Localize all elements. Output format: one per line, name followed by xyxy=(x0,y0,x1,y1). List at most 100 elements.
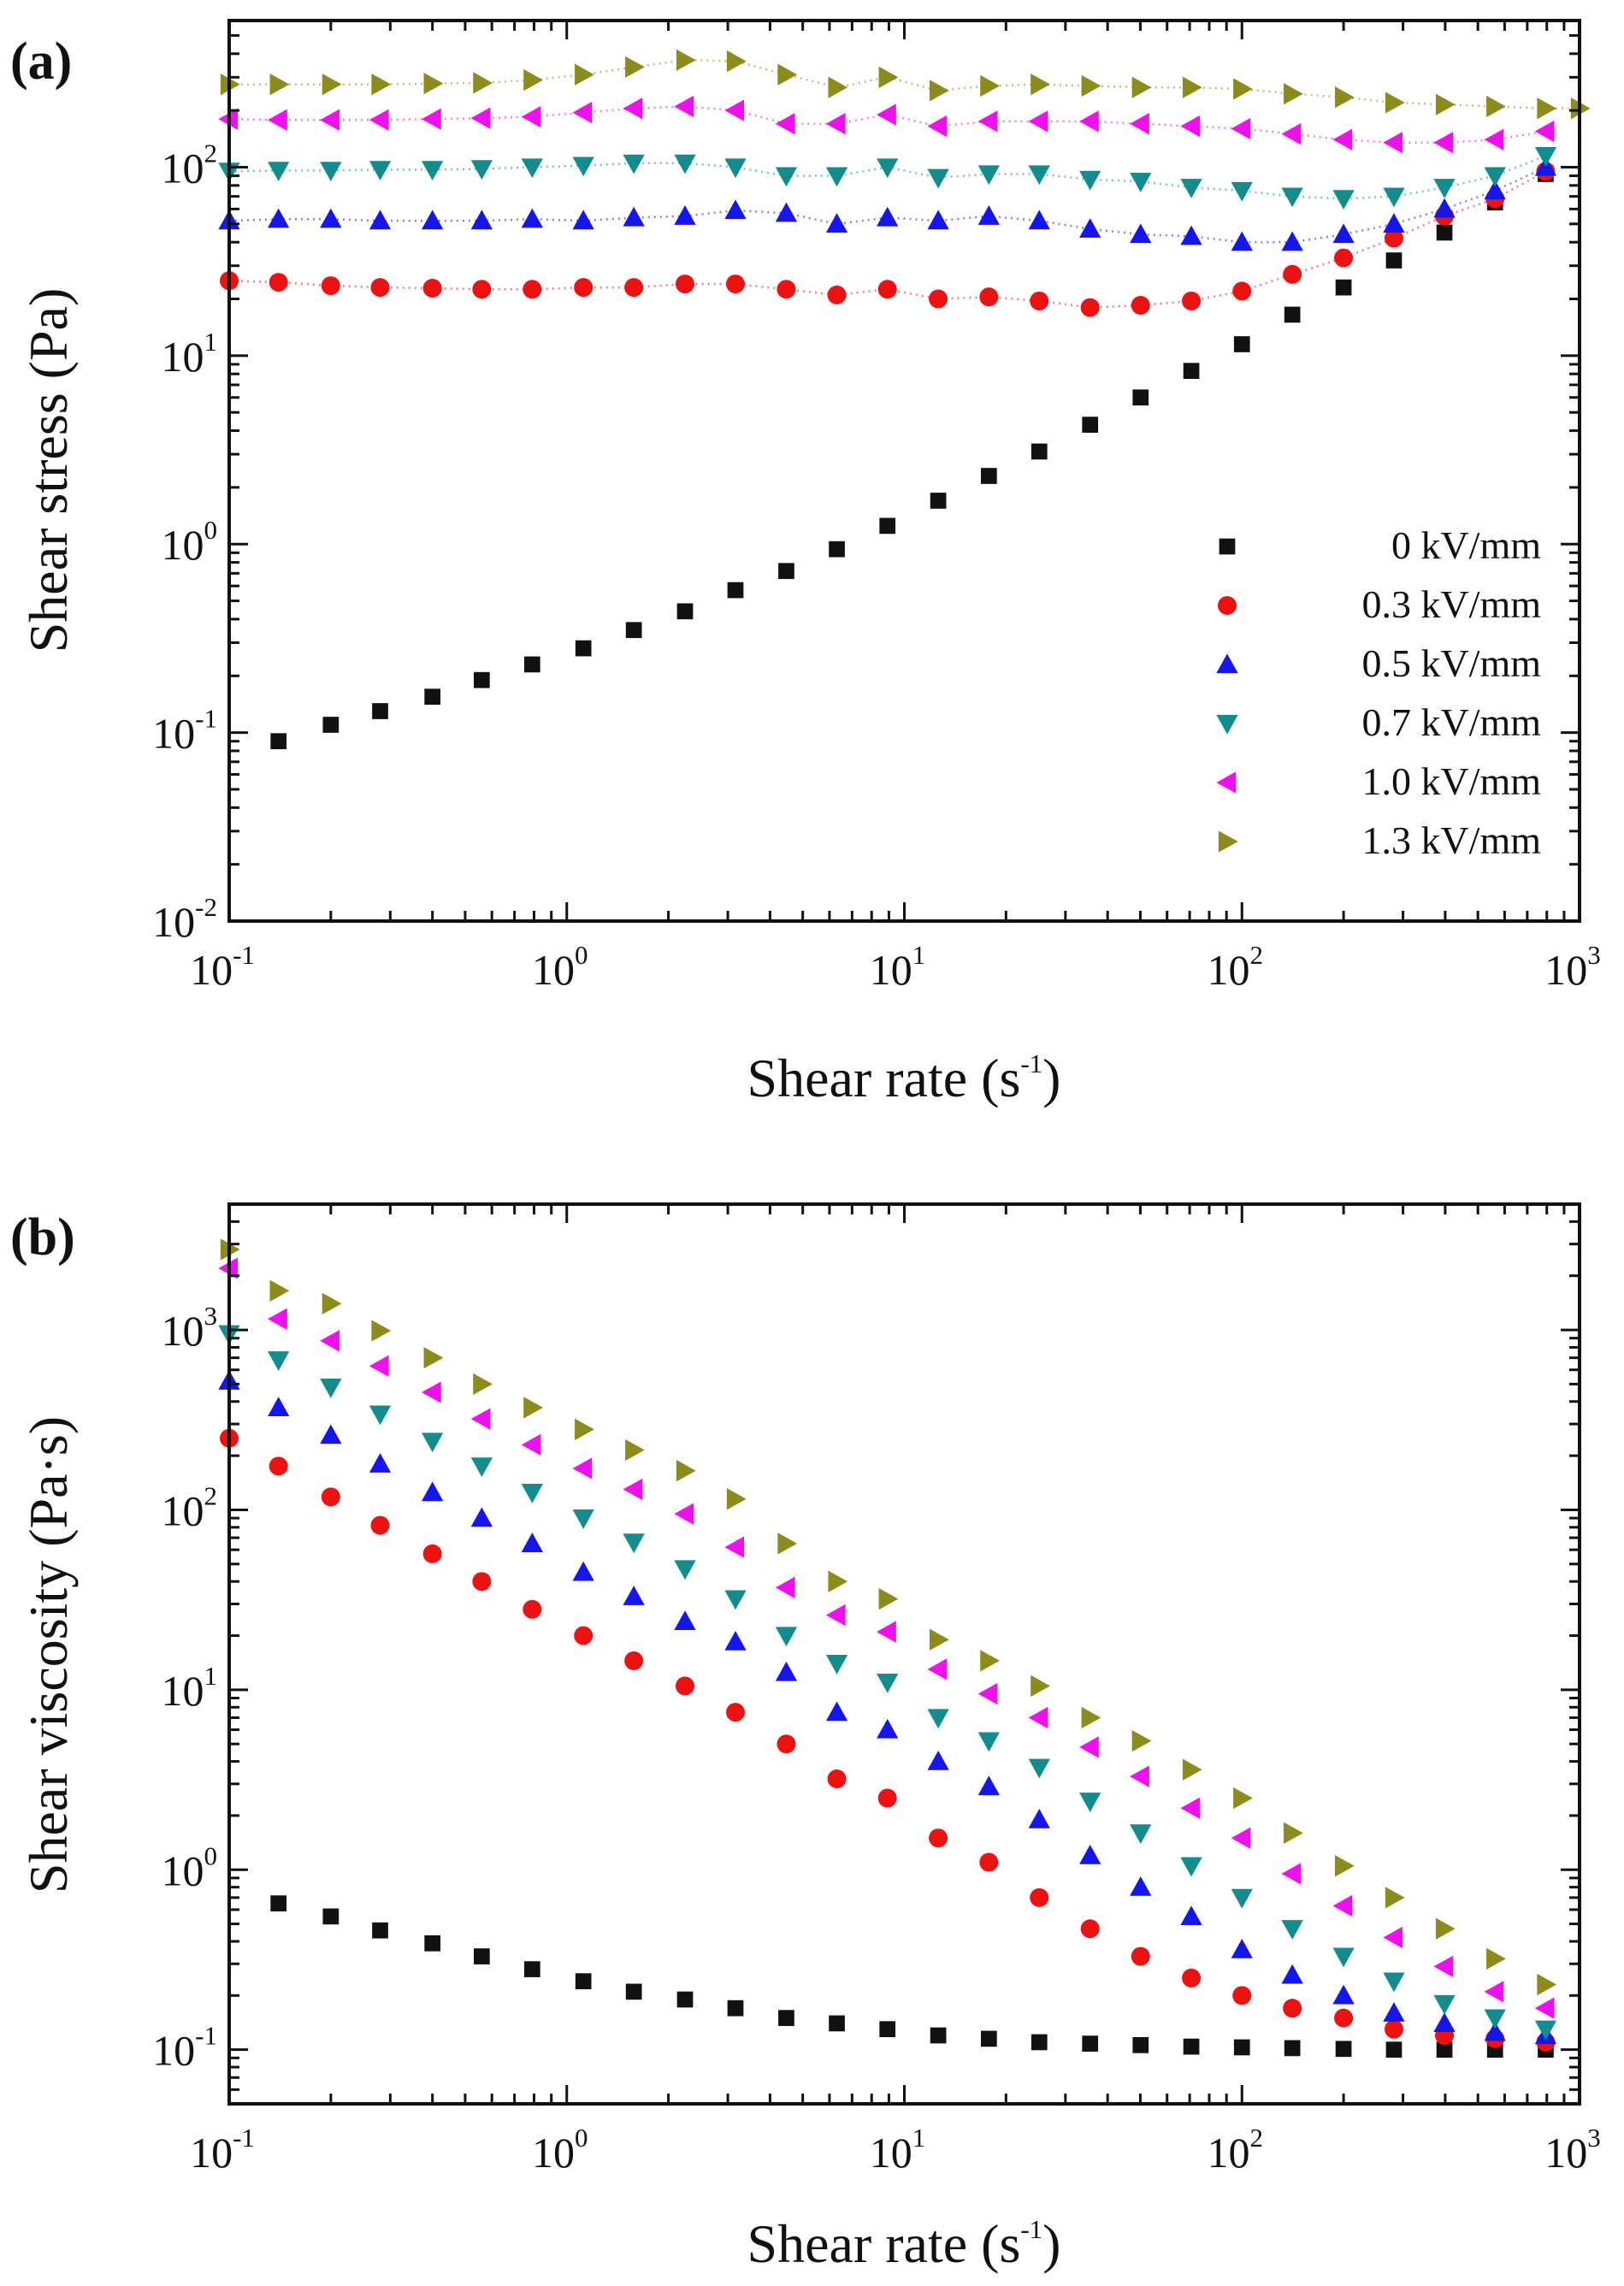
panel-a-data-point xyxy=(1182,76,1202,98)
panel-b-data-point xyxy=(980,1650,1001,1672)
panel-b-data-point xyxy=(1384,2019,1403,2039)
panel-b-data-point xyxy=(1486,1947,1506,1970)
panel-a-x-tick-label: 101 xyxy=(870,940,926,994)
panel-b-data-point xyxy=(1534,2020,1557,2041)
panel-a-fit-curve xyxy=(229,59,1580,110)
panel-a-legend-label: 1.3 kV/mm xyxy=(1361,818,1541,862)
panel-a-data-point xyxy=(828,76,848,98)
panel-b-x-axis-title: Shear rate (s-1) xyxy=(747,2213,1061,2274)
panel-a-data-point xyxy=(320,109,340,131)
panel-b-data-point xyxy=(775,1627,798,1647)
panel-a-data-point xyxy=(724,158,747,179)
panel-b-data-point xyxy=(572,1561,594,1581)
panel-b-data-point xyxy=(572,1509,594,1529)
panel-a-y-tick-label: 10-2 xyxy=(152,892,217,946)
panel-a-data-point xyxy=(879,517,896,535)
panel-a-data-point xyxy=(1131,295,1150,315)
panel-b-data-point xyxy=(422,1381,441,1403)
panel-a-plot-frame xyxy=(227,19,1581,923)
panel-a-data-point xyxy=(1385,92,1405,114)
panel-a-data-point xyxy=(1130,223,1152,244)
panel-b-data-point xyxy=(1284,1822,1303,1844)
panel-a-data-point xyxy=(825,213,848,233)
panel-a-legend-label: 0.7 kV/mm xyxy=(1361,700,1541,744)
panel-a-legend-marker xyxy=(1216,771,1237,794)
panel-b-data-point xyxy=(1385,1887,1405,1909)
panel-a-data-point xyxy=(1433,179,1456,198)
panel-b-data-point xyxy=(623,1586,645,1605)
panel-b-data-point xyxy=(1383,1972,1405,1993)
panel-b-data-point xyxy=(422,1481,444,1502)
panel-a-data-point xyxy=(470,107,491,129)
panel-b-data-point xyxy=(1028,1808,1050,1828)
panel-b-data-point xyxy=(1433,2012,1456,2033)
panel-a-legend-label: 0 kV/mm xyxy=(1391,523,1541,567)
panel-a-data-point xyxy=(877,280,897,299)
panel-b-data-point xyxy=(777,1734,796,1754)
panel-a-legend: 0 kV/mm 0.3 kV/mm 0.5 kV/mm 0.7 kV/mm 1.0 kV… xyxy=(1216,523,1541,862)
panel-a-data-point xyxy=(778,563,794,580)
panel-a-data-point xyxy=(676,49,696,71)
panel-b-data-point xyxy=(1079,1736,1099,1758)
panel-b-data-point xyxy=(269,1456,288,1476)
panel-b-data-point xyxy=(1028,1758,1050,1779)
panel-b-y-axis-title: Shear viscosity (Pa·s) xyxy=(18,1416,79,1893)
panel-b-data-point xyxy=(674,1503,694,1525)
panel-b-plot-frame xyxy=(227,1202,1581,2106)
panel-b-data-point xyxy=(1335,2041,1352,2058)
panel-a-data-point xyxy=(625,622,642,639)
panel-a-data-point xyxy=(825,113,846,135)
panel-a-legend-marker xyxy=(1219,538,1236,555)
panel-a-data-point xyxy=(877,206,899,227)
panel-b-data-point xyxy=(1383,1926,1403,1949)
panel-b-data-point xyxy=(473,1948,490,1964)
panel-b-data-point xyxy=(1180,1905,1202,1926)
panel-a-data-point xyxy=(270,733,287,750)
panel-a-data-point xyxy=(1436,224,1453,241)
panel-a-data-point xyxy=(623,206,645,227)
panel-b-data-point xyxy=(424,1935,441,1952)
panel-a-data-point xyxy=(1233,336,1250,352)
panel-a-data-point xyxy=(1335,279,1352,296)
panel-a-data-point xyxy=(572,157,594,177)
panel-a-data-point xyxy=(1284,306,1301,323)
panel-b-data-point xyxy=(927,1658,948,1681)
panel-a-data-point xyxy=(977,205,1001,225)
panel-b-data-point xyxy=(423,1347,444,1369)
panel-a-data-point xyxy=(1332,190,1355,210)
panel-b-data-point xyxy=(1385,2041,1403,2059)
panel-a-data-point xyxy=(371,74,392,96)
panel-b-data-point xyxy=(269,1279,290,1302)
panel-a-data-point xyxy=(369,161,392,181)
panel-b-data-point xyxy=(1130,1765,1149,1787)
panel-b-data-point xyxy=(523,1961,540,1977)
panel-a-data-point xyxy=(575,63,594,86)
panel-a-data-point xyxy=(422,108,441,130)
panel-b-data-point xyxy=(828,1570,848,1592)
panel-b-data-point xyxy=(575,1418,594,1441)
panel-b-data-point xyxy=(1079,1793,1101,1812)
panel-a-data-point xyxy=(726,275,746,294)
panel-b-data-point xyxy=(322,1908,340,1925)
panel-a-data-point xyxy=(726,50,747,73)
panel-a-data-point xyxy=(930,493,947,509)
panel-a-data-point xyxy=(268,208,290,228)
panel-b-data-point xyxy=(676,1991,694,2008)
panel-a-data-point xyxy=(422,278,442,298)
panel-b-data-point xyxy=(825,1654,848,1675)
panel-a-data-point xyxy=(625,56,645,79)
panel-b-label: (b) xyxy=(10,1208,75,1267)
panel-b-data-point xyxy=(372,1922,388,1939)
panel-b-data-point xyxy=(369,1453,392,1473)
panel-a-data-point xyxy=(1534,120,1555,143)
panel-b-data-point xyxy=(674,1560,696,1580)
panel-a-data-point xyxy=(1079,110,1099,133)
panel-b-y-tick-label: 103 xyxy=(162,1301,218,1355)
panel-a-data-point xyxy=(422,161,444,181)
panel-a-marks xyxy=(218,49,1591,750)
panel-a-data-point xyxy=(1028,110,1048,133)
panel-b-data-point xyxy=(1080,1919,1100,1939)
panel-b-data-point xyxy=(574,1626,593,1645)
panel-b-data-point xyxy=(1281,1964,1303,1984)
